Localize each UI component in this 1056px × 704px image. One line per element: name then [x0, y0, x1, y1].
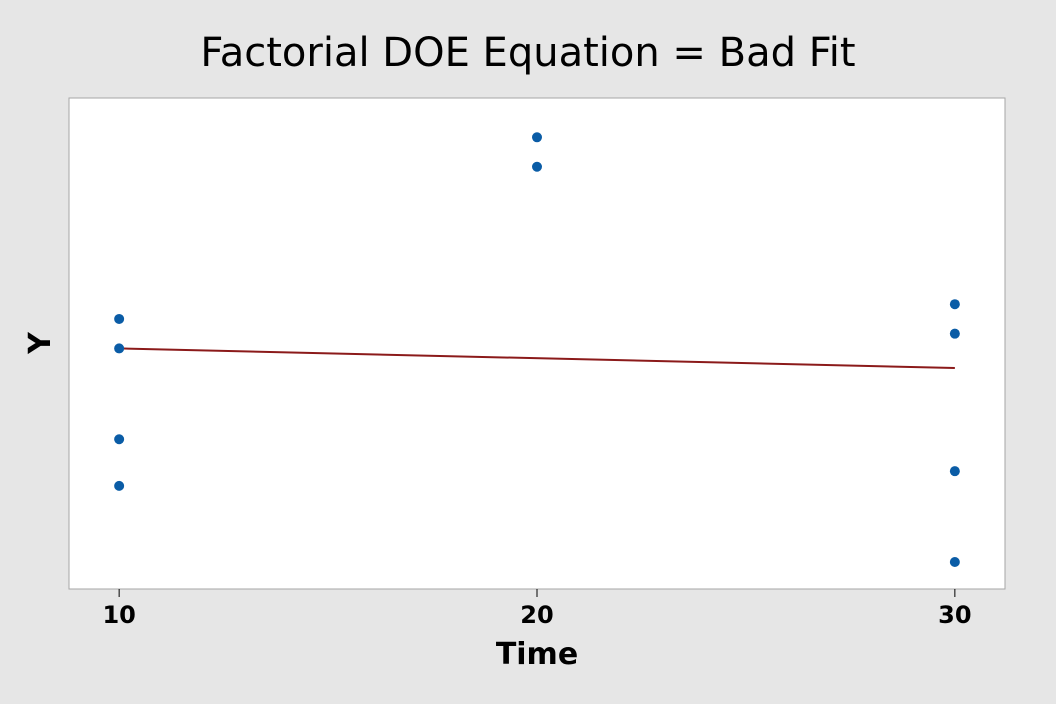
fit-line [119, 347, 955, 370]
data-point-10 [949, 556, 960, 567]
data-point-9 [949, 466, 960, 477]
x-tick-label-30: 30 [938, 601, 971, 629]
plot-area [68, 97, 1006, 590]
data-point-2 [114, 343, 125, 354]
data-point-7 [949, 299, 960, 310]
chart-title: Factorial DOE Equation = Bad Fit [200, 30, 855, 76]
data-point-6 [532, 161, 542, 172]
y-axis-label: Y [23, 331, 58, 355]
x-tick-label-10: 10 [102, 601, 135, 629]
x-axis-label: Time [496, 637, 578, 672]
data-point-5 [532, 132, 542, 143]
data-point-1 [114, 313, 125, 324]
data-points [114, 132, 960, 567]
data-point-3 [114, 434, 125, 445]
x-tick-label-20: 20 [520, 601, 553, 629]
data-point-4 [114, 480, 125, 491]
data-point-8 [949, 328, 960, 339]
x-axis: 10 20 30 [102, 589, 972, 629]
fit-lines [119, 347, 955, 370]
